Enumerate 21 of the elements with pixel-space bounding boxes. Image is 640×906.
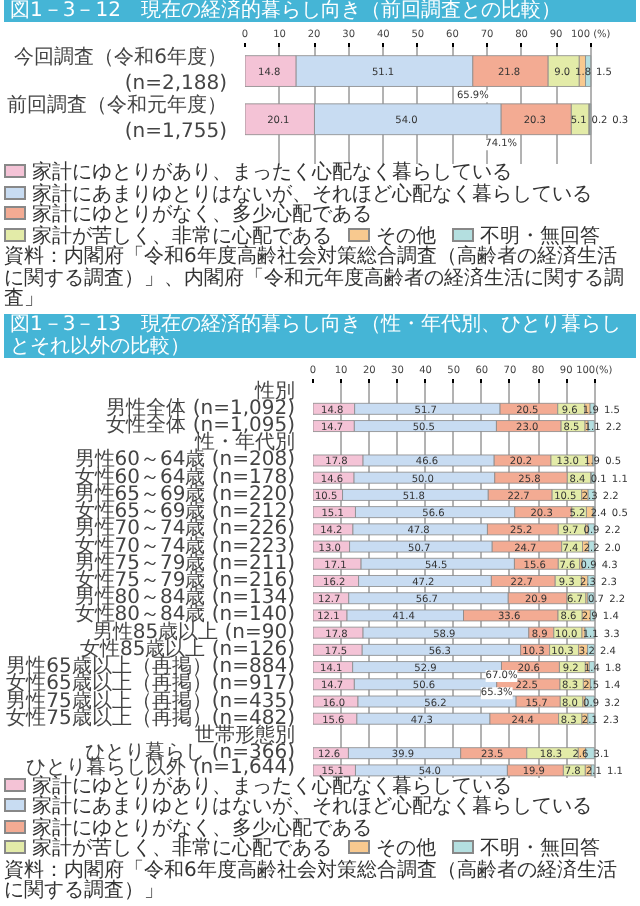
y-tick-label: 女性75～79歳 (n=216) — [74, 567, 296, 591]
text: 資料：内閣府「令和6年度高齢社会対策総合調査（高齢者の経済生活に関する調査）」 — [4, 859, 619, 903]
legend-label: 家計にゆとりがなく、多少心配である — [30, 204, 372, 226]
legend-label: 家計にゆとりがなく、多少心配である — [30, 817, 372, 839]
y-tick-label: 女性全体 (n=1,095) — [106, 412, 296, 437]
legend-label: その他 — [374, 838, 436, 860]
legend-label: 不明・無回答 — [480, 838, 600, 860]
legend-label: その他 — [376, 225, 436, 247]
legend-label: 家計にゆとりがあり、まったく心配なく暮らしている — [32, 775, 512, 797]
legend-label: 家計にゆとりがあり、まったく心配なく暮らしている — [30, 162, 512, 184]
y-tick-label: 男性70～74歳 (n=226) — [74, 515, 296, 540]
chart-title: 図1－3－13 現在の経済的暮らし向き（性・年代別、ひとり暮らしとそれ以外の比較） — [10, 313, 630, 357]
y-tick-label: 性別 — [253, 377, 295, 402]
text: 資料：内閣府「令和6年度高齢社会対策総合調査（高齢者の経済生活に関する調査）」、内閣府「令和元年度高齢者の経済生活に関する調査」 — [4, 246, 626, 311]
y-tick-label: 前回調査（令和元年度） (n=1,755) — [7, 93, 228, 144]
legend-label: 家計にあまりゆとりはないが、それほど心配なく暮らしている — [30, 796, 592, 818]
legend-label: 家計が苦しく、非常に心配である — [32, 838, 332, 860]
legend-label: 不明・無回答 — [480, 225, 600, 247]
legend-label: 家計が苦しく、非常に心配である — [32, 225, 332, 247]
legend-label: 家計にあまりゆとりはないが、それほど心配なく暮らしている — [30, 183, 592, 205]
y-tick-label: 今回調査（令和6年度） (n=2,188) — [14, 44, 228, 96]
